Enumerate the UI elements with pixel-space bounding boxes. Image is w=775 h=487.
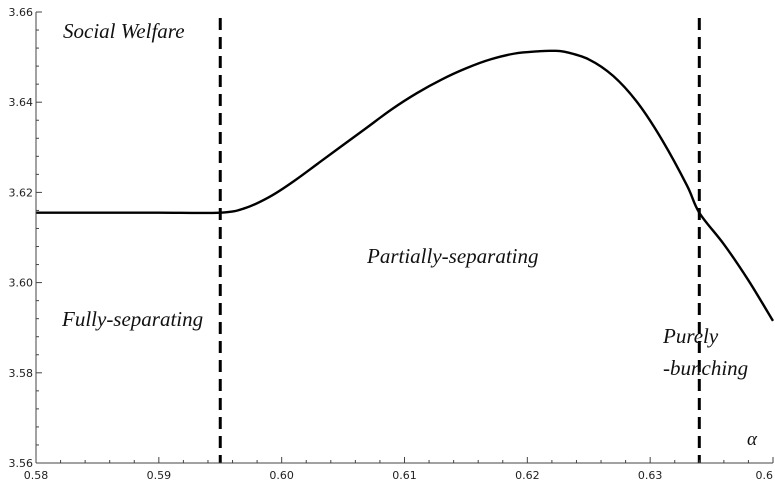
region-label-purely-line2: -bunching [663,356,748,380]
region-label-purely-line1: Purely [662,324,719,348]
x-axis-title: α [747,429,758,450]
y-tick-label: 3.58 [9,367,34,380]
x-ticks: 0.58 0.59 0.60 0.61 0.62 0.63 0.6 [24,457,774,482]
x-tick-label: 0.61 [392,469,417,482]
region-label-partially-separating: Partially-separating [366,244,539,268]
y-tick-label: 3.64 [9,96,34,109]
region-dividers [218,18,701,463]
y-tick-label: 3.60 [9,277,34,290]
series-line [36,49,775,322]
y-tick-label: 3.56 [9,457,34,470]
x-tick-label: 0.6 [756,469,774,482]
plot-area [36,49,775,322]
x-tick-label: 0.58 [24,469,49,482]
x-tick-label: 0.59 [147,469,172,482]
chart-title: Social Welfare [63,19,185,43]
x-tick-label: 0.60 [269,469,294,482]
y-tick-label: 3.66 [9,6,34,19]
region-label-fully-separating: Fully-separating [61,307,203,331]
y-ticks: 3.56 3.58 3.60 3.62 3.64 3.66 [9,6,42,470]
x-tick-label: 0.63 [638,469,663,482]
y-tick-label: 3.62 [9,186,34,199]
x-tick-label: 0.62 [515,469,540,482]
